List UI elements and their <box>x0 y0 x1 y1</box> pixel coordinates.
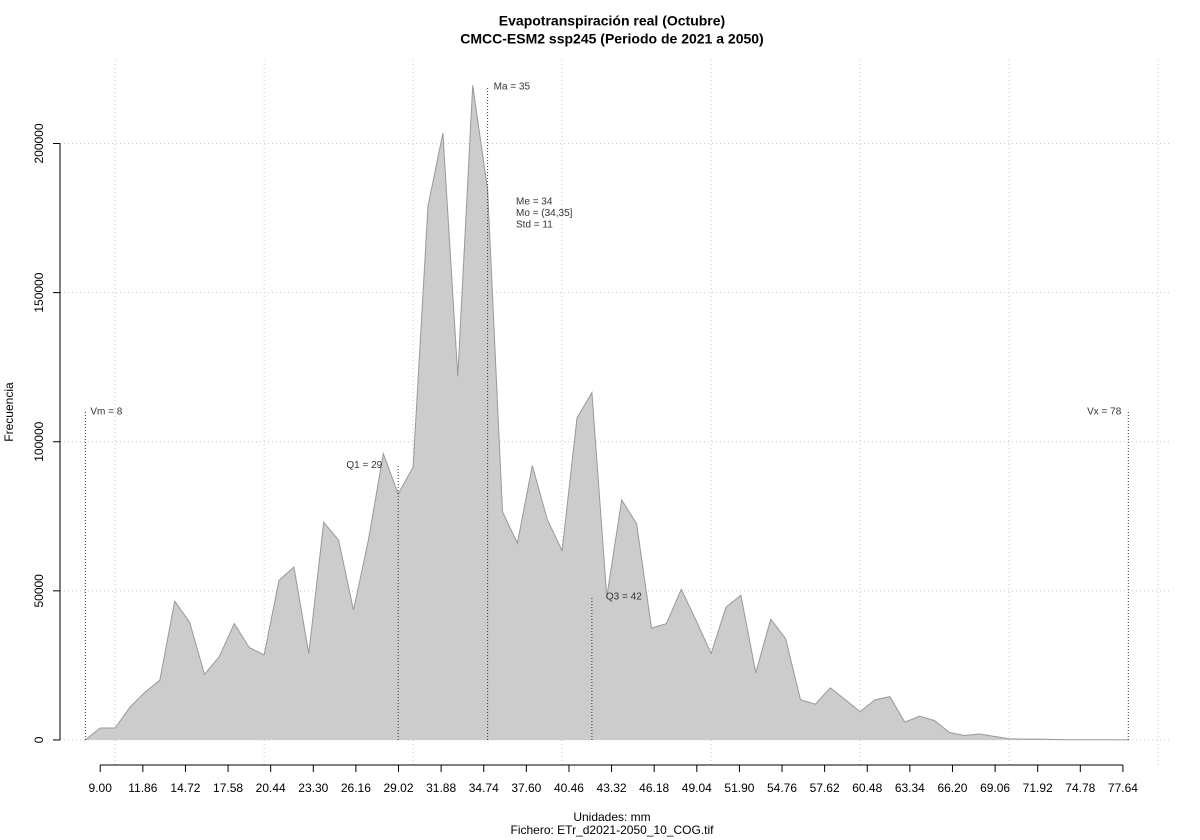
x-tick-label: 40.46 <box>554 781 584 795</box>
x-tick-label: 77.64 <box>1108 781 1138 795</box>
stat-label: Std = 11 <box>516 220 553 231</box>
x-tick-label: 74.78 <box>1065 781 1095 795</box>
file-label: Fichero: ETr_d2021-2050_10_COG.tif <box>511 823 715 837</box>
x-tick-label: 43.32 <box>597 781 627 795</box>
x-tick-label: 71.92 <box>1023 781 1053 795</box>
x-tick-label: 54.76 <box>767 781 797 795</box>
stat-label: Mo = (34,35] <box>516 208 573 219</box>
y-tick-label: 200000 <box>32 123 46 163</box>
x-tick-label: 31.88 <box>426 781 456 795</box>
area-fill <box>85 85 1129 740</box>
x-axis-label: Unidades: mm <box>573 810 650 824</box>
x-tick-label: 57.62 <box>810 781 840 795</box>
y-tick-label: 100000 <box>32 421 46 461</box>
chart-title: Evapotranspiración real (Octubre) <box>499 13 725 29</box>
annotation-label: Q3 = 42 <box>606 591 642 602</box>
x-tick-label: 9.00 <box>89 781 113 795</box>
x-tick-label: 60.48 <box>852 781 882 795</box>
x-tick-label: 37.60 <box>511 781 541 795</box>
y-tick-label: 0 <box>32 736 46 743</box>
x-tick-label: 17.58 <box>213 781 243 795</box>
annotation-label: Vm = 8 <box>90 407 122 418</box>
x-tick-label: 29.02 <box>383 781 413 795</box>
x-tick-label: 26.16 <box>341 781 371 795</box>
x-tick-label: 66.20 <box>937 781 967 795</box>
stat-label: Me = 34 <box>516 197 553 208</box>
annotation-label: Ma = 35 <box>494 81 531 92</box>
x-tick-label: 46.18 <box>639 781 669 795</box>
x-tick-label: 11.86 <box>128 781 157 795</box>
annotation-label: Q1 = 29 <box>346 460 382 471</box>
x-tick-label: 63.34 <box>895 781 925 795</box>
y-tick-label: 150000 <box>32 272 46 312</box>
x-tick-label: 49.04 <box>682 781 712 795</box>
area-line <box>84 85 1129 741</box>
annotation-label: Vx = 78 <box>1087 407 1122 418</box>
x-tick-label: 51.90 <box>724 781 754 795</box>
x-tick-label: 20.44 <box>256 781 286 795</box>
x-tick-label: 14.72 <box>170 781 200 795</box>
x-tick-label: 23.30 <box>298 781 328 795</box>
y-tick-label: 50000 <box>32 574 46 608</box>
x-tick-label: 69.06 <box>980 781 1010 795</box>
chart-subtitle: CMCC-ESM2 ssp245 (Periodo de 2021 a 2050… <box>460 31 763 47</box>
x-tick-label: 34.74 <box>469 781 499 795</box>
y-axis-label: Frecuencia <box>2 382 16 442</box>
